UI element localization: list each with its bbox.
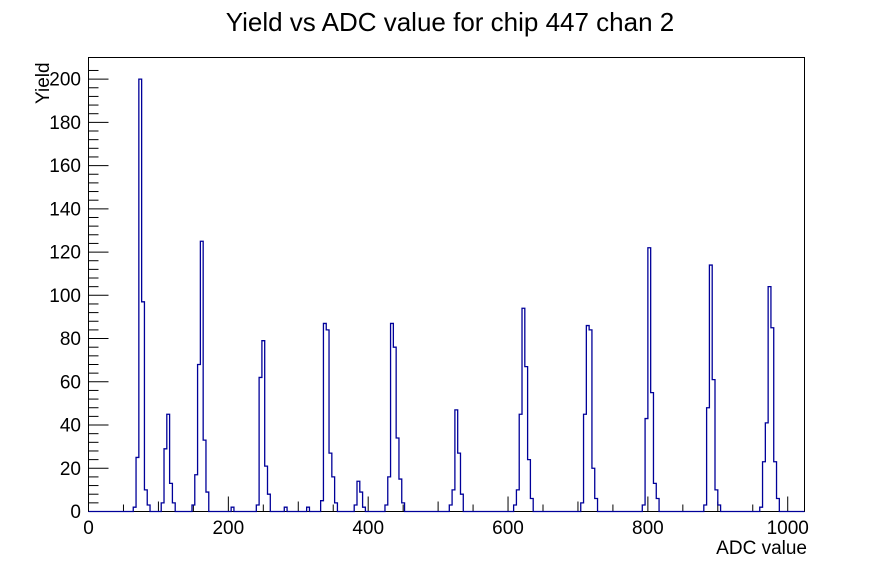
y-axis-ticks bbox=[88, 69, 109, 512]
plot-title: Yield vs ADC value for chip 447 chan 2 bbox=[226, 7, 675, 37]
y-tick-label: 60 bbox=[60, 372, 81, 393]
y-tick-label: 100 bbox=[49, 286, 81, 307]
y-tick-label: 80 bbox=[60, 329, 81, 350]
y-tick-label: 200 bbox=[49, 70, 81, 91]
x-tick-label: 600 bbox=[492, 518, 524, 539]
x-tick-label: 800 bbox=[632, 518, 664, 539]
y-tick-label: 20 bbox=[60, 459, 81, 480]
y-tick-label: 140 bbox=[49, 199, 81, 220]
x-axis-ticks bbox=[88, 496, 789, 512]
x-tick-label: 400 bbox=[352, 518, 384, 539]
x-tick-label: 200 bbox=[212, 518, 244, 539]
x-tick-label: 1000 bbox=[767, 518, 809, 539]
y-tick-label: 120 bbox=[49, 243, 81, 264]
y-tick-label: 40 bbox=[60, 416, 81, 437]
y-tick-label: 160 bbox=[49, 156, 81, 177]
plot-frame bbox=[88, 57, 805, 512]
x-axis-tick-labels: 0 200 400 600 800 1000 bbox=[83, 518, 809, 539]
histogram-line bbox=[88, 78, 805, 513]
y-tick-label: 0 bbox=[70, 502, 81, 523]
x-axis-title: ADC value bbox=[716, 538, 807, 559]
y-axis-title: Yield bbox=[33, 62, 54, 104]
y-tick-label: 180 bbox=[49, 113, 81, 134]
y-axis-tick-labels: 0 20 40 60 80 100 120 140 160 180 200 bbox=[49, 70, 81, 523]
x-tick-label: 0 bbox=[83, 518, 94, 539]
